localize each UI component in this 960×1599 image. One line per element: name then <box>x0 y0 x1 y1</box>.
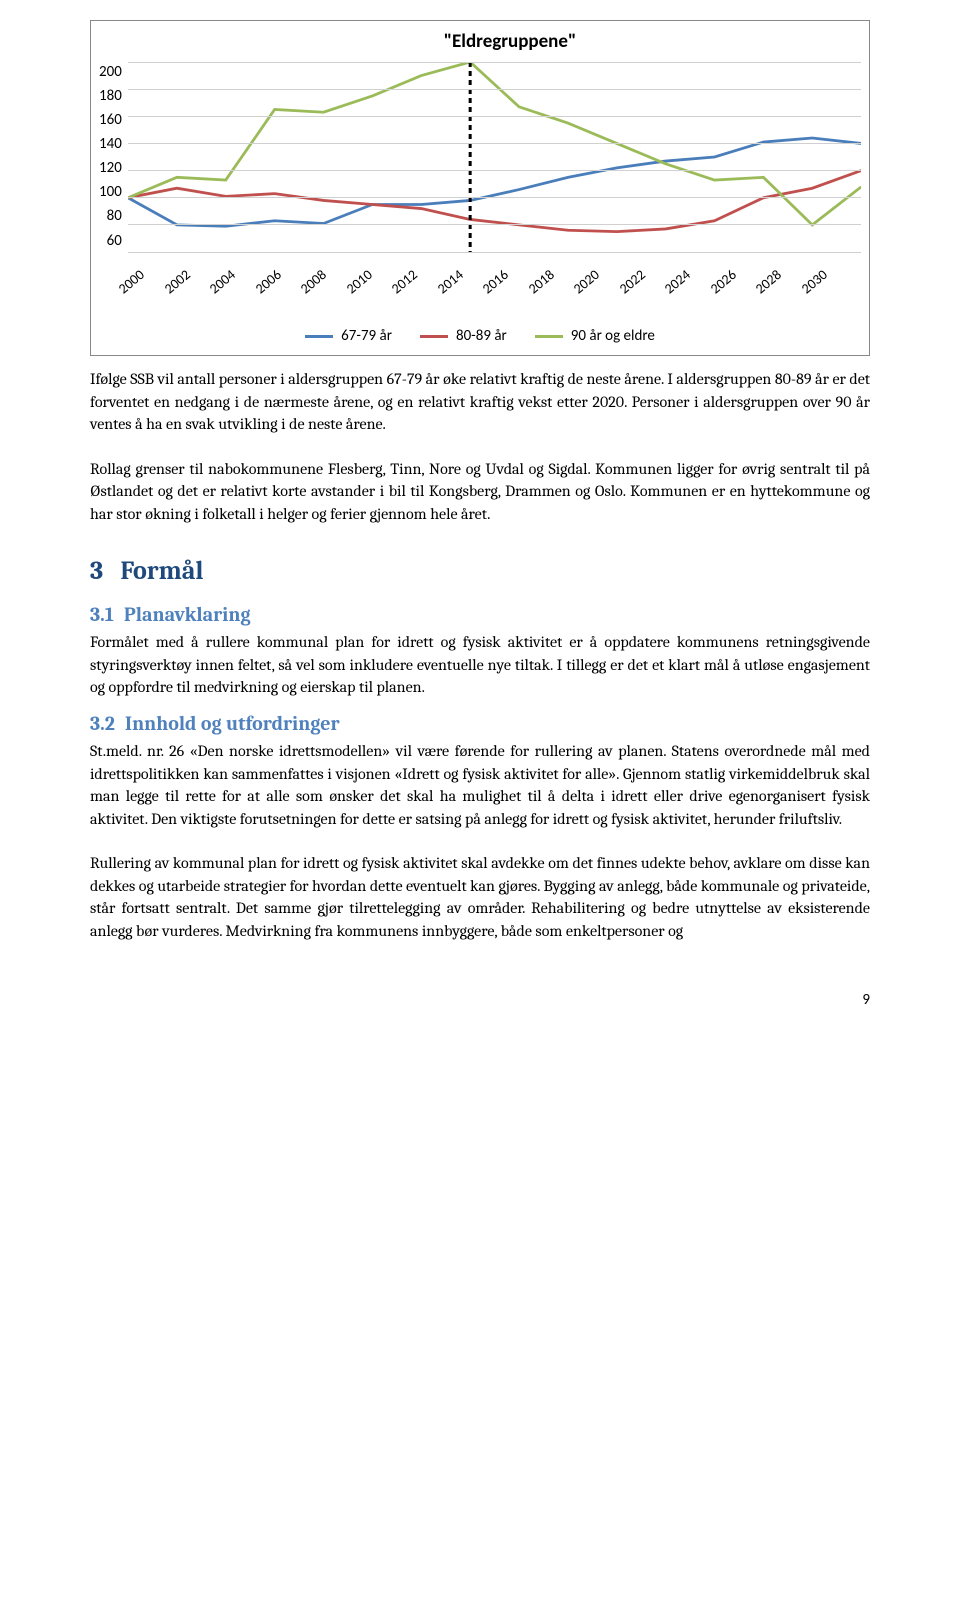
legend-label: 90 år og eldre <box>571 326 655 347</box>
chart-plot-area: 200 180 160 140 120 100 80 60 <box>99 62 861 277</box>
subsection-title: Planavklaring <box>124 603 251 626</box>
subsection-number: 3.1 <box>90 603 114 626</box>
paragraph-innhold-2: Rullering av kommunal plan for idrett og… <box>90 852 870 942</box>
y-tick: 200 <box>99 62 122 83</box>
legend-item: 80-89 år <box>420 326 507 347</box>
legend-item: 67-79 år <box>305 326 392 347</box>
y-tick: 80 <box>99 206 122 227</box>
chart-x-axis: 2000200220042006200820102012201420162018… <box>133 279 861 299</box>
y-tick: 120 <box>99 158 122 179</box>
y-tick: 160 <box>99 110 122 131</box>
paragraph-rollag: Rollag grenser til nabokommunene Flesber… <box>90 458 870 525</box>
legend-item: 90 år og eldre <box>535 326 655 347</box>
legend-label: 80-89 år <box>456 326 507 347</box>
y-tick: 60 <box>99 231 122 252</box>
paragraph-innhold-1: St.meld. nr. 26 «Den norske idrettsmodel… <box>90 740 870 830</box>
heading-formal: 3 Formål <box>90 553 870 589</box>
legend-swatch <box>420 335 448 338</box>
chart-y-axis: 200 180 160 140 120 100 80 60 <box>99 62 128 252</box>
page-number: 9 <box>90 990 870 1011</box>
section-number: 3 <box>90 556 103 586</box>
subsection-title: Innhold og utfordringer <box>125 712 340 735</box>
heading-planavklaring: 3.1 Planavklaring <box>90 601 870 629</box>
chart-title: "Eldregruppene" <box>159 29 861 56</box>
chart-plot <box>128 62 861 252</box>
subsection-number: 3.2 <box>90 712 115 735</box>
paragraph-ssb: Ifølge SSB vil antall personer i aldersg… <box>90 368 870 435</box>
chart-legend: 67-79 år 80-89 år 90 år og eldre <box>99 326 861 351</box>
chart-svg <box>128 62 861 252</box>
chart-eldregruppene: "Eldregruppene" 200 180 160 140 120 100 … <box>90 20 870 356</box>
heading-innhold: 3.2 Innhold og utfordringer <box>90 710 870 738</box>
legend-swatch <box>305 335 333 338</box>
y-tick: 140 <box>99 134 122 155</box>
y-tick: 180 <box>99 86 122 107</box>
section-title: Formål <box>120 556 203 586</box>
y-tick: 100 <box>99 182 122 203</box>
legend-swatch <box>535 335 563 338</box>
paragraph-planavklaring: Formålet med å rullere kommunal plan for… <box>90 631 870 698</box>
legend-label: 67-79 år <box>341 326 392 347</box>
